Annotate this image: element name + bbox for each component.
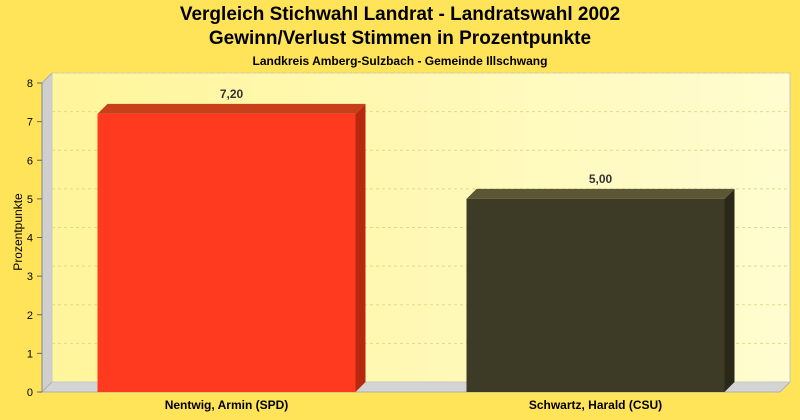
chart-subtitle: Landkreis Amberg-Sulzbach - Gemeinde Ill… xyxy=(252,54,548,68)
bar-side xyxy=(355,103,366,393)
y-tick-label: 3 xyxy=(27,271,33,283)
y-tick-label: 8 xyxy=(27,78,33,90)
plot-side-wall xyxy=(41,71,53,394)
y-tick-label: 7 xyxy=(27,117,33,129)
bar xyxy=(466,198,725,392)
chart-title: Vergleich Stichwahl Landrat - Landratswa… xyxy=(179,4,621,25)
bar-top xyxy=(97,103,366,114)
y-tick-label: 4 xyxy=(27,233,33,245)
x-category-label: Schwartz, Harald (CSU) xyxy=(529,398,662,412)
bar-value-label: 5,00 xyxy=(589,172,613,186)
y-tick-label: 5 xyxy=(27,194,33,206)
y-tick-label: 1 xyxy=(27,348,33,360)
bar xyxy=(97,113,356,393)
bar-side xyxy=(724,188,735,392)
chart-title-line2: Gewinn/Verlust Stimmen in Prozentpunkte xyxy=(208,28,592,49)
bar-top xyxy=(466,188,735,199)
y-axis-label: Prozentpunkte xyxy=(11,193,25,271)
y-tick-label: 6 xyxy=(27,155,33,167)
y-tick-label: 2 xyxy=(27,310,33,322)
bar-value-label: 7,20 xyxy=(220,87,244,101)
y-tick-label: 0 xyxy=(27,387,33,399)
x-category-label: Nentwig, Armin (SPD) xyxy=(165,398,289,412)
